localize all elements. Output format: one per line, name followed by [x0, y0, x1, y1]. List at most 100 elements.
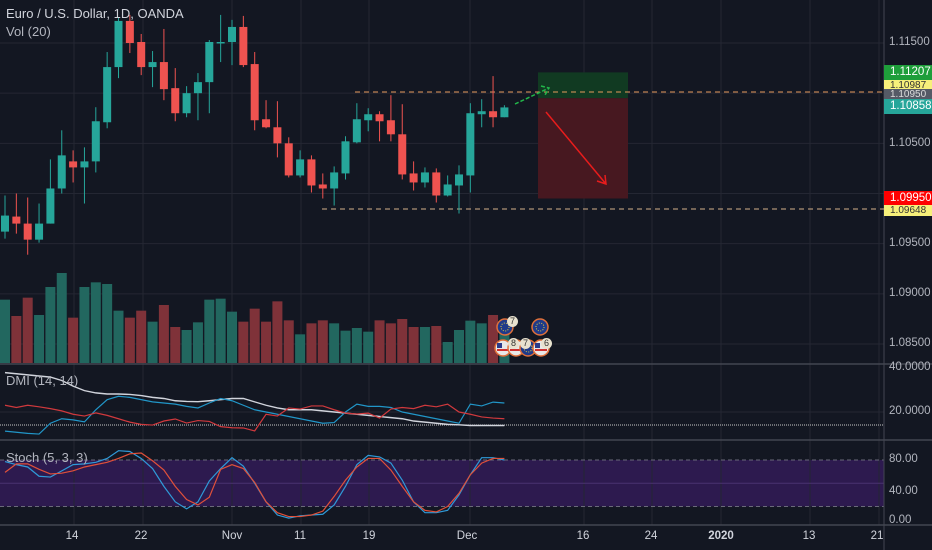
volume-bar	[56, 273, 67, 363]
volume-bar	[34, 315, 45, 363]
candle-body	[432, 172, 441, 196]
entry-price-tag: 1.10950	[884, 89, 932, 100]
green-arrow	[514, 85, 551, 105]
candle-body	[284, 143, 293, 176]
volume-bar	[385, 323, 396, 363]
volume-bar	[170, 327, 181, 363]
stop-zone	[538, 98, 628, 199]
volume-bar	[351, 328, 362, 363]
us-flag-stripe-icon	[497, 349, 509, 351]
time-tick: 2020	[708, 530, 734, 542]
candle-body	[455, 174, 463, 186]
price-tick: 1.10500	[889, 137, 931, 149]
volume-bar	[90, 282, 101, 363]
event-count-badge[interactable]: 7	[520, 338, 531, 349]
candle-body	[80, 161, 89, 168]
candle-body	[262, 119, 271, 128]
time-tick: 13	[802, 530, 816, 542]
volume-bar	[147, 321, 158, 363]
minus-di-line	[4, 403, 505, 432]
volume-bar	[45, 287, 56, 363]
event-count-badge[interactable]: 8	[508, 338, 519, 349]
price-tick: 1.09500	[889, 237, 931, 249]
candle-body	[239, 26, 248, 66]
candle-body	[307, 159, 316, 186]
candle-body	[216, 41, 225, 44]
candle-body	[364, 114, 373, 121]
candle-body	[352, 119, 361, 143]
adx-line	[4, 371, 505, 427]
volume-bar	[295, 334, 306, 363]
us-flag-canton-icon	[535, 343, 540, 348]
time-tick: 14	[65, 530, 79, 542]
us-flag-stripe-icon	[510, 349, 522, 351]
candle-body	[12, 216, 21, 224]
level-price-tag: 1.10987	[884, 80, 932, 91]
target-zone	[538, 72, 628, 99]
volume-bar	[272, 301, 283, 363]
volume-bar	[79, 287, 90, 363]
volume-bar	[454, 330, 464, 363]
candle-body	[125, 20, 134, 43]
volume-bar	[476, 323, 487, 363]
volume-bar	[363, 331, 374, 363]
candle-body	[273, 127, 282, 144]
candle-body	[500, 107, 509, 118]
volume-bar	[124, 317, 135, 363]
candle-body	[46, 188, 55, 224]
volume-bar	[215, 298, 226, 363]
volume-bar	[397, 319, 408, 363]
volume-bar	[11, 316, 22, 363]
volume-bar	[158, 305, 169, 363]
event-count-badge[interactable]: 6	[541, 338, 552, 349]
volume-bar	[431, 326, 442, 363]
volume-bar	[442, 342, 453, 363]
candle-body	[477, 111, 486, 115]
candle-body	[159, 62, 168, 90]
stoch-d-line	[4, 452, 505, 518]
volume-bar	[22, 297, 33, 363]
volume-bar	[261, 321, 272, 363]
candle-body	[103, 67, 112, 123]
candle-body	[57, 155, 66, 189]
red-arrow	[545, 111, 607, 186]
volume-bar	[181, 330, 192, 363]
candle-body	[466, 113, 475, 176]
candle-body	[443, 184, 452, 196]
candle-body	[341, 141, 350, 174]
volume-bar	[465, 320, 476, 363]
volume-bar	[283, 320, 294, 363]
price-tick: 1.08500	[889, 337, 931, 349]
candle-body	[420, 172, 429, 183]
candle-body	[1, 215, 9, 232]
time-tick: 21	[870, 530, 884, 542]
volume-bar	[68, 317, 79, 363]
candle-body	[398, 134, 407, 175]
volume-bar	[374, 320, 385, 363]
volume-bar	[204, 299, 215, 363]
eu-flag-stars-icon	[535, 322, 545, 332]
candle-body	[318, 184, 327, 189]
candle-body	[205, 41, 214, 83]
candle-body	[23, 223, 32, 240]
last-price-tag: 1.10858	[884, 99, 932, 114]
candle-body	[375, 114, 384, 122]
candle-body	[114, 20, 123, 68]
stoch-tick: 40.00	[889, 485, 918, 497]
price-tick: 1.09000	[889, 287, 931, 299]
volume-bar	[408, 327, 419, 363]
stoch-label: Stoch (5, 3, 3)	[6, 450, 88, 465]
plus-di-line	[4, 395, 505, 435]
time-tick: Nov	[221, 530, 243, 542]
volume-bar	[0, 299, 10, 363]
chart-title: Euro / U.S. Dollar, 1D, OANDA	[6, 6, 184, 21]
volume-bar	[340, 330, 351, 363]
event-count-badge[interactable]: 7	[507, 316, 518, 327]
take-profit-price-tag: 1.11207	[884, 65, 932, 80]
candle-body	[489, 111, 498, 118]
time-tick: 24	[644, 530, 658, 542]
candle-body	[69, 161, 78, 168]
stoch-tick: 0.00	[889, 514, 912, 526]
volume-bar	[136, 310, 147, 363]
